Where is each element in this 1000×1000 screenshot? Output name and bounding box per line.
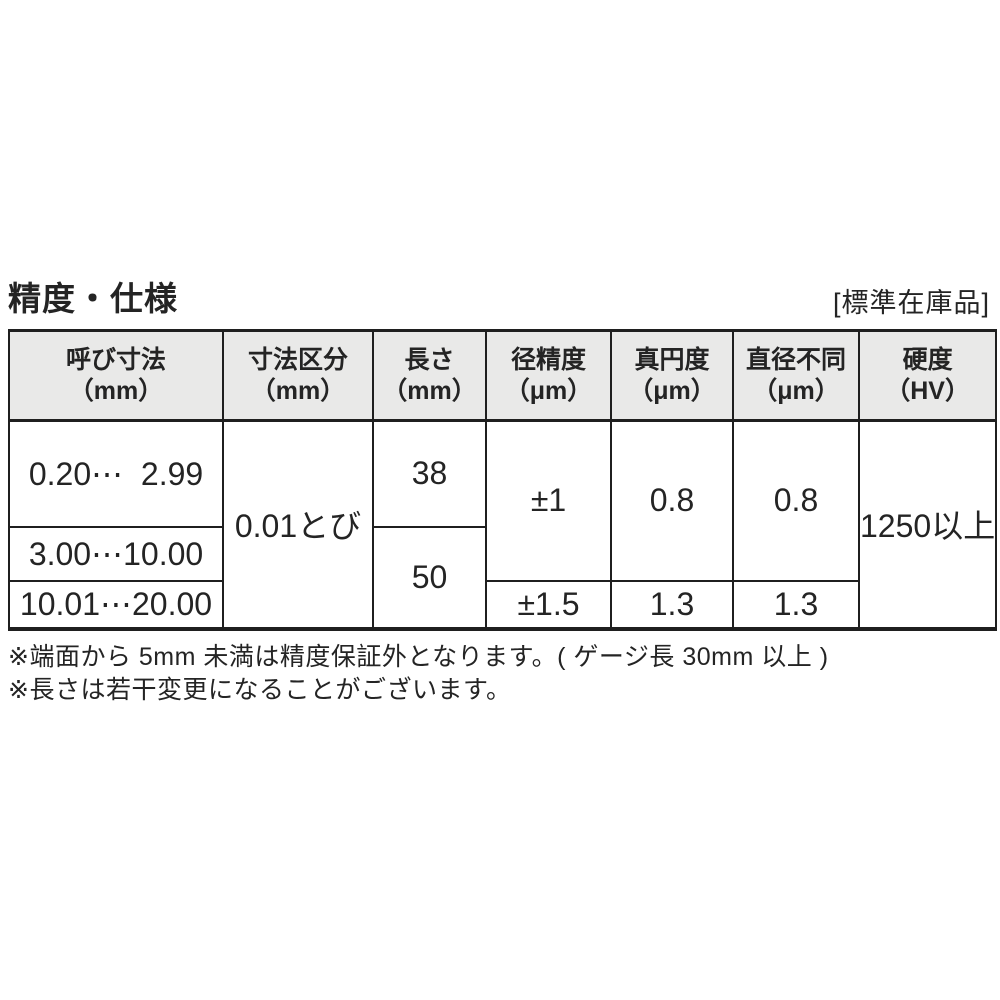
header-row: 呼び寸法 （mm） 寸法区分 （mm） 長さ （mm） 径精度 （μm） 真円度… — [8, 329, 998, 422]
col-header-unit: （μm） — [752, 376, 840, 405]
col-header-unit: （mm） — [68, 376, 164, 405]
stock-status-badge: [標準在庫品] — [832, 288, 990, 318]
col-header-length: 長さ （mm） — [372, 329, 487, 422]
cell-diameter-accuracy-small: ±1 — [485, 419, 612, 582]
cell-hardness: 1250以上 — [857, 419, 998, 630]
col-header-label: 直径不同 — [745, 345, 846, 374]
col-header-size-step: 寸法区分 （mm） — [222, 329, 374, 422]
col-header-label: 真円度 — [634, 345, 710, 374]
col-header-label: 呼び寸法 — [65, 345, 166, 374]
cell-length-38: 38 — [372, 419, 487, 528]
col-header-unit: （HV） — [885, 376, 970, 405]
col-header-roundness: 真円度 （μm） — [610, 329, 734, 422]
page-title: 精度・仕様 — [8, 280, 178, 317]
cell-length-50: 50 — [372, 525, 487, 630]
col-header-nominal-size: 呼び寸法 （mm） — [8, 329, 224, 422]
table-row: 3.00⋯10.00 50 — [8, 525, 996, 630]
table-row: 0.20⋯ 2.99 0.01とび 38 ±1 0.8 0.8 1250以上 — [8, 419, 998, 630]
col-header-unit: （μm） — [628, 376, 716, 405]
col-header-unit: （mm） — [250, 376, 346, 405]
cell-size-step: 0.01とび — [222, 419, 374, 630]
cell-nominal-size-3: 10.01⋯20.00 — [8, 579, 224, 630]
footnote-line-2: ※長さは若干変更になることがございます。 — [8, 676, 512, 704]
col-header-label: 長さ — [404, 345, 455, 374]
col-header-hardness: 硬度 （HV） — [857, 329, 998, 422]
col-header-label: 径精度 — [510, 345, 586, 374]
col-header-label: 寸法区分 — [247, 345, 348, 374]
cell-diameter-variation-small: 0.8 — [732, 419, 860, 582]
footnotes: ※端面から 5mm 未満は精度保証外となります。( ゲージ長 30mm 以上 )… — [8, 641, 829, 707]
cell-roundness-small: 0.8 — [610, 419, 734, 582]
spec-table: 呼び寸法 （mm） 寸法区分 （mm） 長さ （mm） 径精度 （μm） 真円度… — [8, 329, 998, 631]
cell-roundness-large: 1.3 — [610, 579, 734, 630]
col-header-label: 硬度 — [902, 345, 953, 374]
cell-diameter-variation-large: 1.3 — [732, 579, 860, 630]
cell-diameter-accuracy-large: ±1.5 — [485, 579, 612, 630]
col-header-unit: （mm） — [382, 376, 477, 405]
col-header-unit: （μm） — [504, 376, 593, 405]
cell-nominal-size-2: 3.00⋯10.00 — [8, 525, 224, 582]
col-header-diameter-variation: 直径不同 （μm） — [732, 329, 860, 422]
cell-nominal-size-1: 0.20⋯ 2.99 — [8, 419, 224, 528]
col-header-diameter-accuracy: 径精度 （μm） — [485, 329, 612, 422]
table-row: 10.01⋯20.00 ±1.5 1.3 1.3 — [8, 579, 996, 630]
footnote-line-1: ※端面から 5mm 未満は精度保証外となります。( ゲージ長 30mm 以上 ) — [8, 643, 829, 671]
